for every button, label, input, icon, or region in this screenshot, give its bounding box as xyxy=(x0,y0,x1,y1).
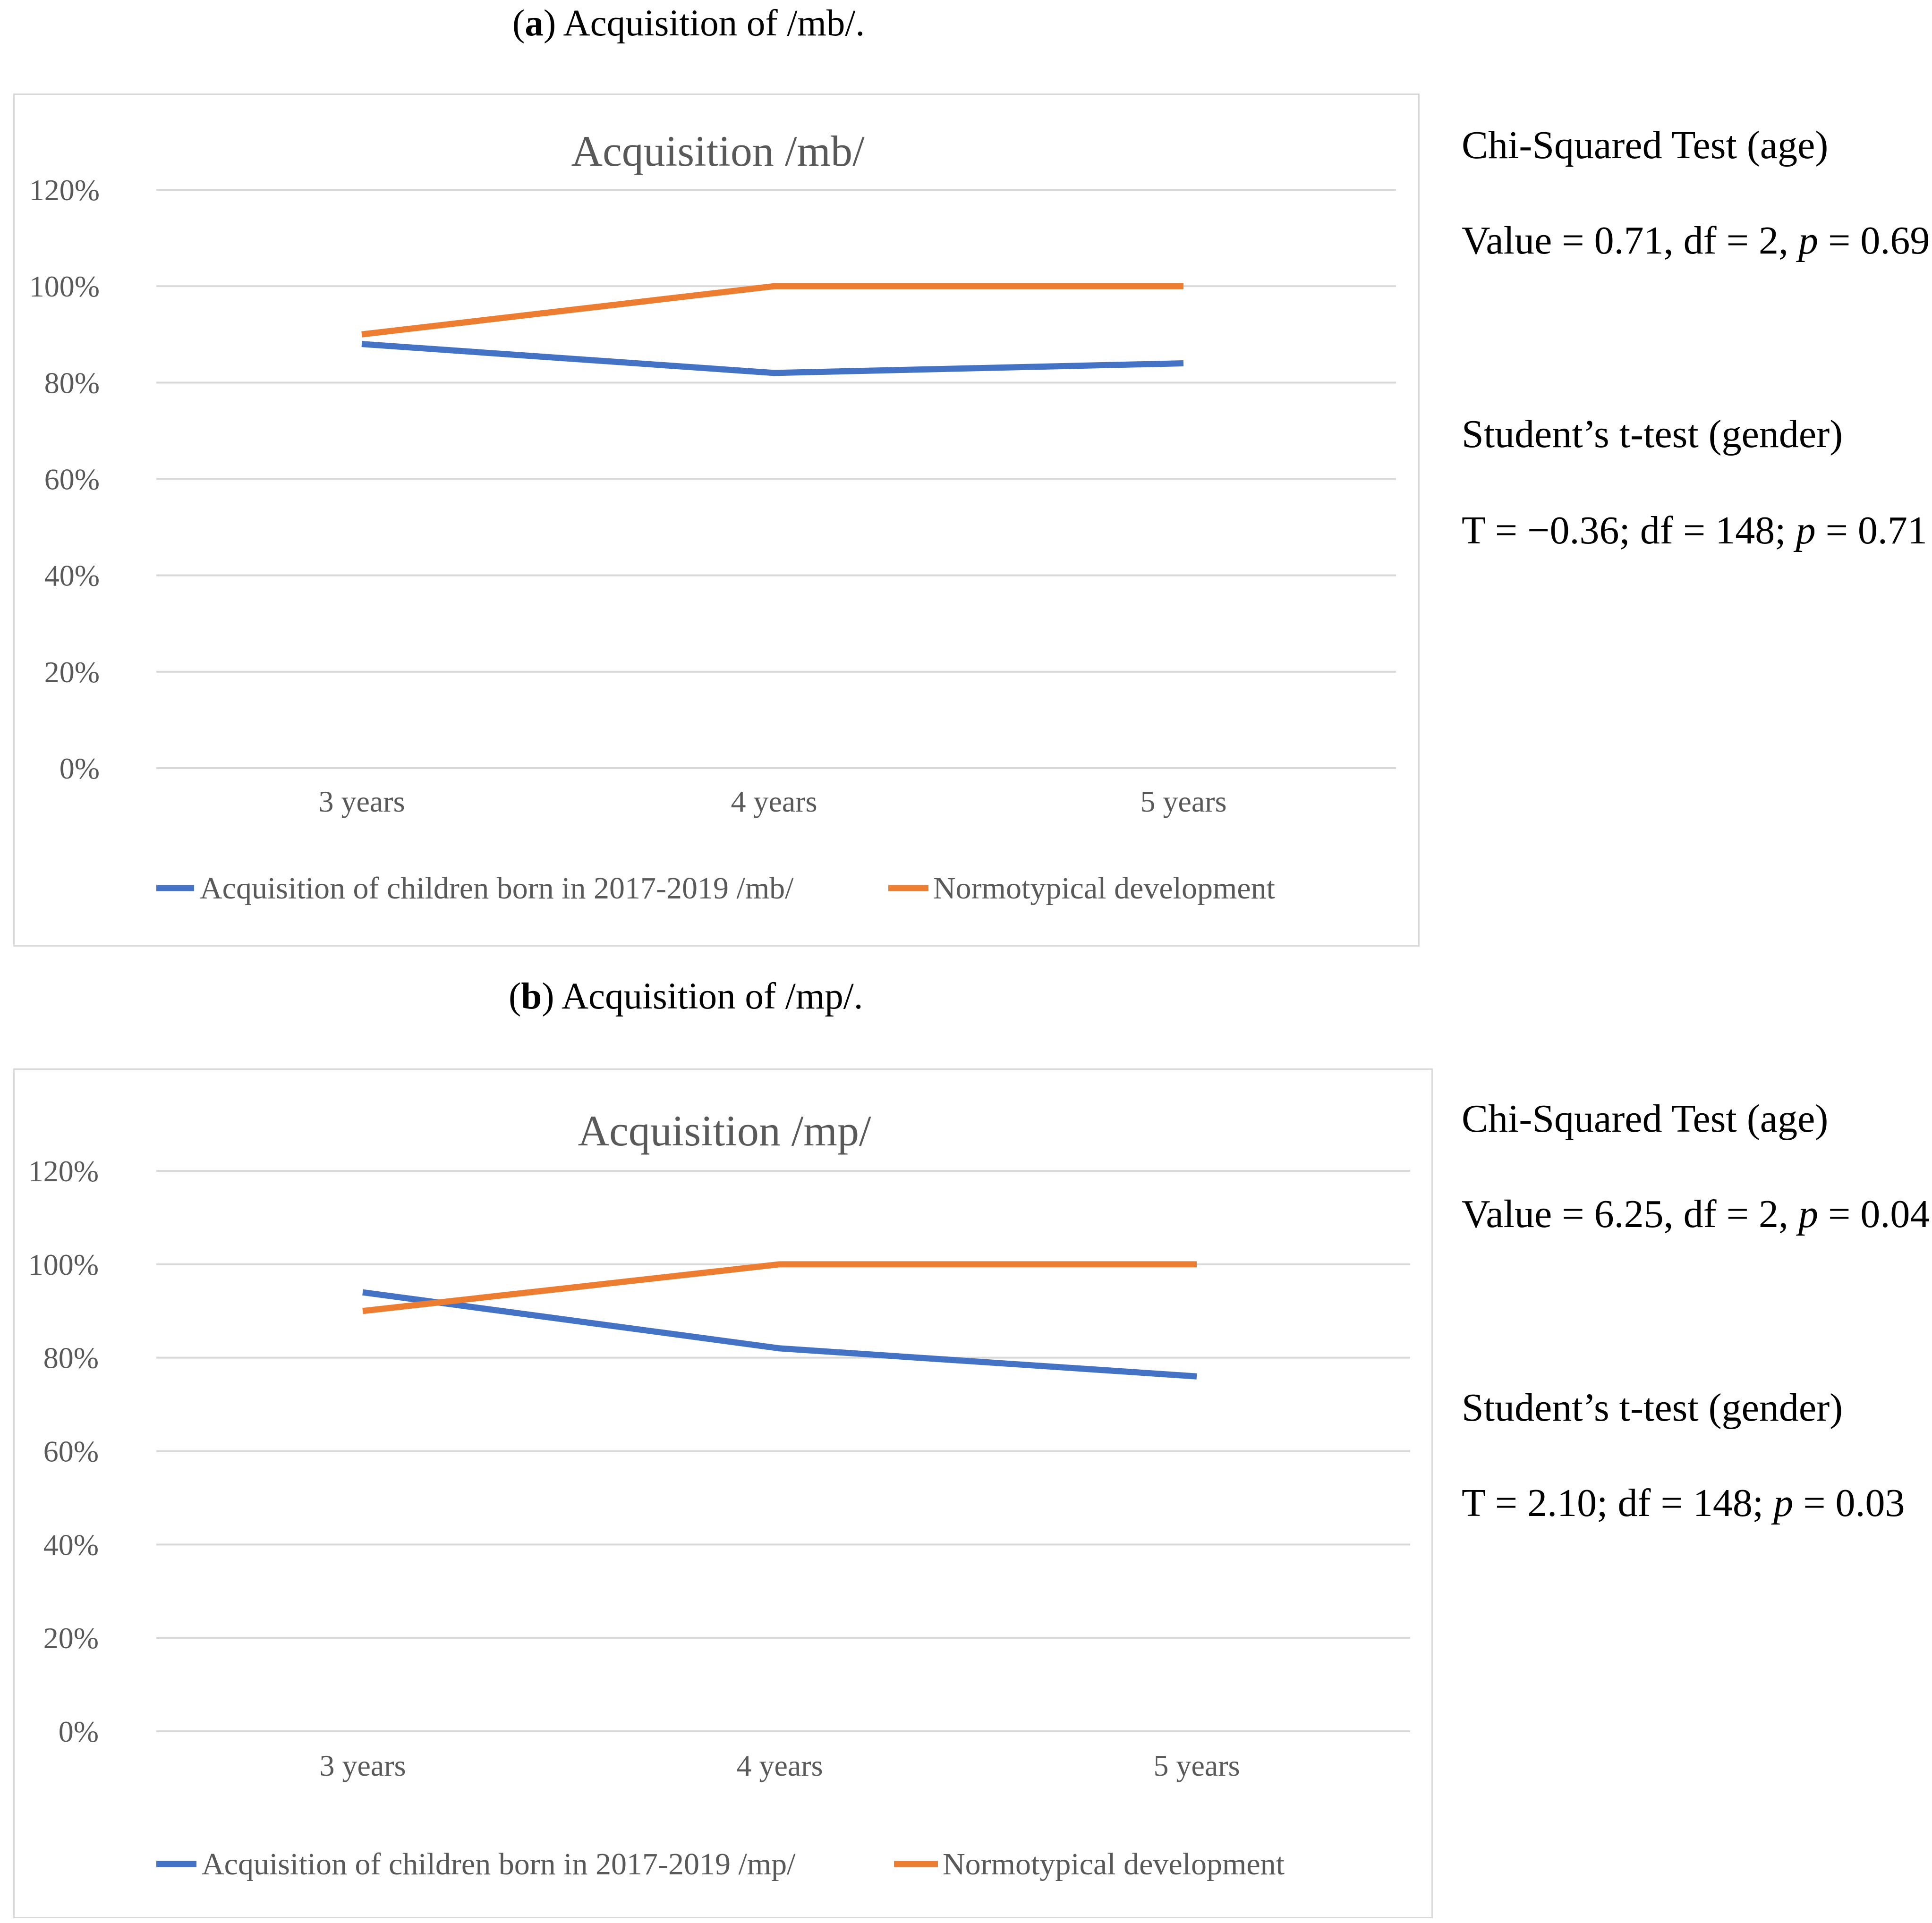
t-p-label: p xyxy=(1796,508,1816,552)
legend-label: Normotypical development xyxy=(943,1847,1285,1881)
t-values-text: T = 2.10; df = 148; xyxy=(1462,1481,1774,1525)
series-line-acquisition xyxy=(361,341,1184,376)
y-tick-label: 120% xyxy=(28,1154,99,1188)
y-tick-label: 100% xyxy=(28,1248,99,1281)
series-line-normotypical xyxy=(361,283,1183,338)
y-tick-label: 120% xyxy=(29,173,100,207)
y-tick-label: 60% xyxy=(44,463,100,496)
y-tick-label: 20% xyxy=(44,655,100,689)
y-tick-label: 80% xyxy=(43,1341,99,1375)
chi-squared-values: Value = 6.25, df = 2, p = 0.04 xyxy=(1462,1194,1930,1234)
x-tick-label: 5 years xyxy=(1140,785,1226,818)
y-tick-label: 0% xyxy=(59,1715,99,1748)
t-test-title: Student’s t-test (gender) xyxy=(1462,412,1843,456)
y-tick-label: 20% xyxy=(43,1621,99,1655)
chart-mb: Acquisition /mb/0% 20% 40% 60% 80% 100% 120% 3 … xyxy=(13,93,1420,947)
legend-label: Acquisition of children born in 2017-201… xyxy=(202,1847,796,1881)
chart-title: Acquisition /mb/ xyxy=(571,127,865,175)
y-tick-label: 60% xyxy=(43,1435,99,1468)
y-tick-label: 40% xyxy=(43,1528,99,1561)
t-test-values: T = −0.36; df = 148; p = 0.71 xyxy=(1462,511,1927,551)
x-tick-label: 5 years xyxy=(1153,1749,1240,1782)
y-tick-label: 40% xyxy=(44,559,100,593)
chi-p-value: = 0.69 xyxy=(1818,219,1930,263)
series-line-normotypical xyxy=(362,1261,1197,1314)
t-values-text: T = −0.36; df = 148; xyxy=(1462,508,1796,552)
panel-a-caption-text: ) Acquisition of /mb/. xyxy=(543,3,865,44)
chi-p-label: p xyxy=(1798,1192,1818,1236)
y-tick-label: 100% xyxy=(29,270,100,303)
chart-title: Acquisition /mp/ xyxy=(578,1107,871,1155)
chart-mb-svg: Acquisition /mb/0% 20% 40% 60% 80% 100% 120% 3 … xyxy=(29,127,1396,906)
chart-mp: Acquisition /mp/0% 20% 40% 60% 80% 100% 120% 3 … xyxy=(13,1068,1433,1918)
chi-squared-values: Value = 0.71, df = 2, p = 0.69 xyxy=(1462,221,1930,261)
legend-label: Acquisition of children born in 2017-201… xyxy=(200,871,794,906)
y-tick-label: 80% xyxy=(44,366,100,399)
y-tick-label: 0% xyxy=(60,752,100,785)
chi-values-text: Value = 6.25, df = 2, xyxy=(1462,1192,1798,1236)
chi-values-text: Value = 0.71, df = 2, xyxy=(1462,219,1798,263)
chi-squared-title: Chi-Squared Test (age) xyxy=(1462,123,1829,167)
chi-p-value: = 0.04 xyxy=(1818,1192,1930,1236)
x-tick-label: 4 years xyxy=(731,785,817,818)
x-tick-label: 3 years xyxy=(319,1749,406,1782)
series-line-acquisition xyxy=(362,1289,1197,1380)
panel-a-caption: (a) Acquisition of /mb/. xyxy=(512,3,865,44)
chi-squared-title: Chi-Squared Test (age) xyxy=(1462,1097,1829,1141)
panel-b-caption: (b) Acquisition of /mp/. xyxy=(509,976,863,1017)
legend-label: Normotypical development xyxy=(933,871,1275,906)
x-tick-label: 3 years xyxy=(318,785,405,818)
panel-b-caption-letter: b xyxy=(521,976,542,1017)
chart-mp-svg: Acquisition /mp/0% 20% 40% 60% 80% 100% 120% 3 … xyxy=(28,1107,1410,1881)
t-test-values: T = 2.10; df = 148; p = 0.03 xyxy=(1462,1483,1905,1523)
panel-a-caption-letter: a xyxy=(525,3,544,44)
t-p-value: = 0.71 xyxy=(1815,508,1927,552)
t-p-label: p xyxy=(1773,1481,1794,1525)
chi-p-label: p xyxy=(1798,219,1818,263)
panel-b-caption-text: ) Acquisition of /mp/. xyxy=(542,976,863,1017)
x-tick-label: 4 years xyxy=(736,1749,823,1782)
t-p-value: = 0.03 xyxy=(1793,1481,1905,1525)
t-test-title: Student’s t-test (gender) xyxy=(1462,1386,1843,1430)
